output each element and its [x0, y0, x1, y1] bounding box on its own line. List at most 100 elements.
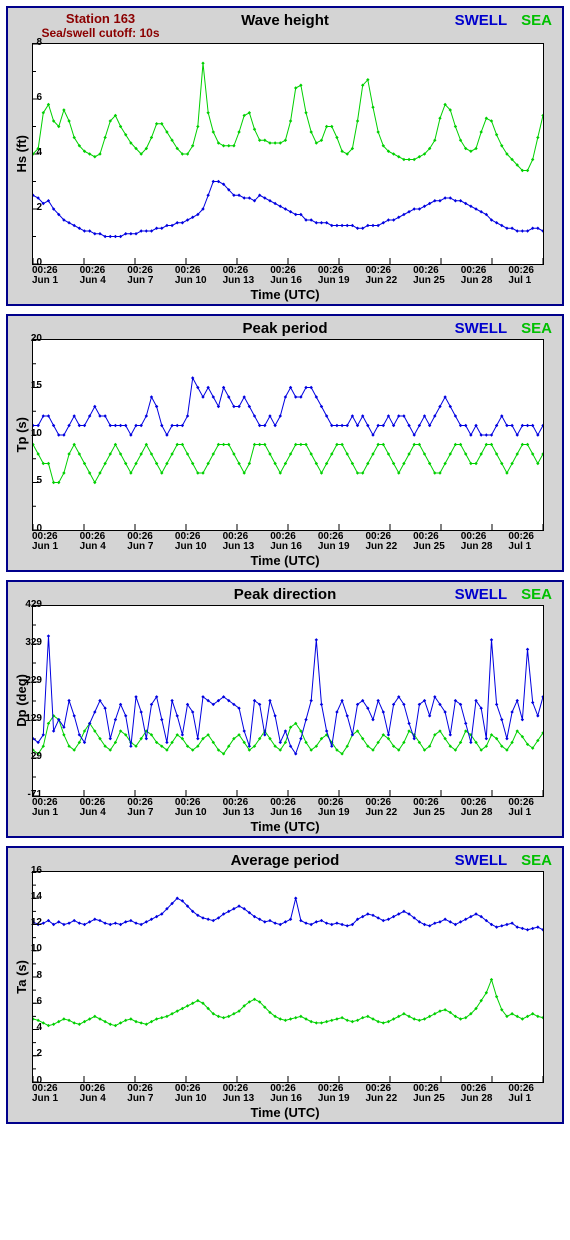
- swell-marker: [392, 915, 395, 918]
- swell-marker: [340, 224, 343, 227]
- swell-marker: [418, 207, 421, 210]
- x-tick-label: 00:26Jun 13: [223, 1084, 271, 1105]
- sea-marker: [495, 995, 498, 998]
- swell-marker: [176, 714, 179, 717]
- chart-title: Average period: [231, 852, 340, 869]
- sea-marker: [36, 1018, 39, 1021]
- swell-marker: [485, 737, 488, 740]
- sea-marker: [222, 144, 225, 147]
- swell-marker: [134, 232, 137, 235]
- sea-marker: [227, 1014, 230, 1017]
- swell-marker: [181, 733, 184, 736]
- sea-marker: [83, 1020, 86, 1023]
- swell-marker: [505, 226, 508, 229]
- x-tick-label: 00:26Jun 28: [461, 1084, 509, 1105]
- legend-swell: SWELL: [455, 12, 508, 29]
- x-axis-label: Time (UTC): [14, 553, 556, 568]
- sea-marker: [217, 1014, 220, 1017]
- sea-marker: [201, 61, 204, 64]
- swell-marker: [541, 424, 544, 427]
- x-tick-label: 00:26Jun 10: [175, 1084, 223, 1105]
- swell-marker: [335, 710, 338, 713]
- sea-marker: [206, 111, 209, 114]
- sea-marker: [32, 1017, 35, 1020]
- y-tick-label: 12: [16, 917, 42, 928]
- swell-marker: [78, 424, 81, 427]
- swell-marker: [495, 925, 498, 928]
- sea-marker: [495, 133, 498, 136]
- x-tick-label: 00:26Jun 1: [32, 798, 80, 819]
- sea-marker: [351, 1020, 354, 1023]
- sea-marker: [541, 452, 544, 455]
- sea-marker: [129, 1017, 132, 1020]
- x-tick-label: 00:26Jul 1: [508, 798, 556, 819]
- sea-marker: [392, 1017, 395, 1020]
- swell-marker: [536, 925, 539, 928]
- chart-panel-average-period: Average periodSWELLSEATa (s)024681012141…: [6, 846, 564, 1124]
- swell-marker: [454, 923, 457, 926]
- legend-sea: SEA: [521, 852, 552, 869]
- x-tick-row: 00:26Jun 100:26Jun 400:26Jun 700:26Jun 1…: [14, 1084, 556, 1105]
- swell-marker: [407, 721, 410, 724]
- swell-marker: [124, 920, 127, 923]
- swell-marker: [299, 737, 302, 740]
- x-tick-label: 00:26Jun 19: [318, 1084, 366, 1105]
- swell-marker: [516, 699, 519, 702]
- chart-panel-peak-direction: Peak directionSWELLSEADp (deg)-712912922…: [6, 580, 564, 838]
- y-tick-label: 329: [16, 637, 42, 648]
- swell-marker: [376, 424, 379, 427]
- swell-marker: [32, 424, 35, 427]
- swell-marker: [454, 199, 457, 202]
- y-tick-label: 14: [16, 891, 42, 902]
- sea-marker: [160, 1016, 163, 1019]
- sea-marker: [526, 169, 529, 172]
- swell-marker: [93, 232, 96, 235]
- sea-marker: [294, 1016, 297, 1019]
- sea-marker: [289, 1017, 292, 1020]
- sea-marker: [325, 1020, 328, 1023]
- swell-marker: [428, 924, 431, 927]
- x-tick-row: 00:26Jun 100:26Jun 400:26Jun 700:26Jun 1…: [14, 266, 556, 287]
- swell-marker: [346, 224, 349, 227]
- swell-marker: [129, 232, 132, 235]
- sea-marker: [155, 122, 158, 125]
- x-tick-label: 00:26Jun 25: [413, 266, 461, 287]
- swell-marker: [42, 921, 45, 924]
- sea-marker: [150, 136, 153, 139]
- sea-marker: [47, 1024, 50, 1027]
- sea-marker: [413, 158, 416, 161]
- x-tick-label: 00:26Jul 1: [508, 266, 556, 287]
- sea-marker: [309, 1020, 312, 1023]
- x-tick-label: 00:26Jun 19: [318, 798, 366, 819]
- swell-marker: [376, 224, 379, 227]
- swell-marker: [516, 229, 519, 232]
- sea-marker: [62, 108, 65, 111]
- sea-marker: [124, 1018, 127, 1021]
- swell-marker: [356, 226, 359, 229]
- swell-marker: [346, 714, 349, 717]
- swell-marker: [495, 702, 498, 705]
- x-tick-label: 00:26Jun 16: [270, 266, 318, 287]
- sea-marker: [258, 443, 261, 446]
- legend-sea: SEA: [521, 12, 552, 29]
- legend-swell: SWELL: [455, 852, 508, 869]
- swell-marker: [279, 740, 282, 743]
- swell-marker: [109, 923, 112, 926]
- swell-marker: [382, 919, 385, 922]
- sea-marker: [279, 1017, 282, 1020]
- x-tick-label: 00:26Jun 1: [32, 532, 80, 553]
- swell-marker: [366, 912, 369, 915]
- sea-marker: [103, 136, 106, 139]
- y-tick-label: 129: [16, 713, 42, 724]
- chart-plot: [32, 43, 544, 265]
- sea-marker: [196, 999, 199, 1002]
- swell-marker: [273, 714, 276, 717]
- sea-marker: [114, 1024, 117, 1027]
- swell-marker: [402, 909, 405, 912]
- sea-marker: [52, 1022, 55, 1025]
- y-tick-label: 4: [16, 147, 42, 158]
- sea-marker: [62, 1017, 65, 1020]
- sea-marker: [139, 1021, 142, 1024]
- y-tick-label: 2: [16, 202, 42, 213]
- sea-marker: [438, 116, 441, 119]
